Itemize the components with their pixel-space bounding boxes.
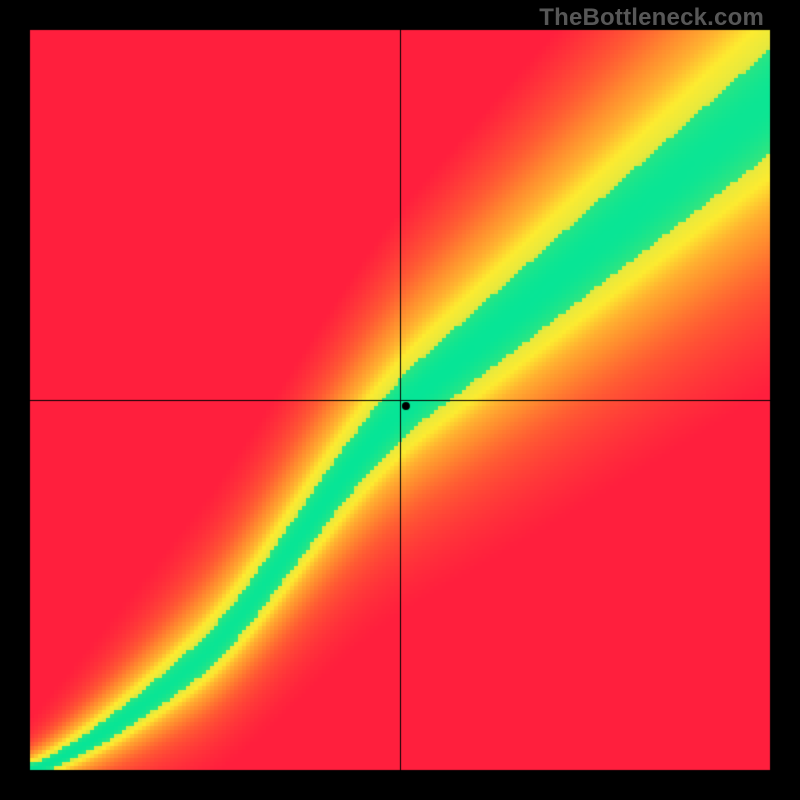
watermark-text: TheBottleneck.com <box>539 4 764 32</box>
figure-container: TheBottleneck.com <box>0 0 800 800</box>
bottleneck-heatmap <box>0 0 800 800</box>
